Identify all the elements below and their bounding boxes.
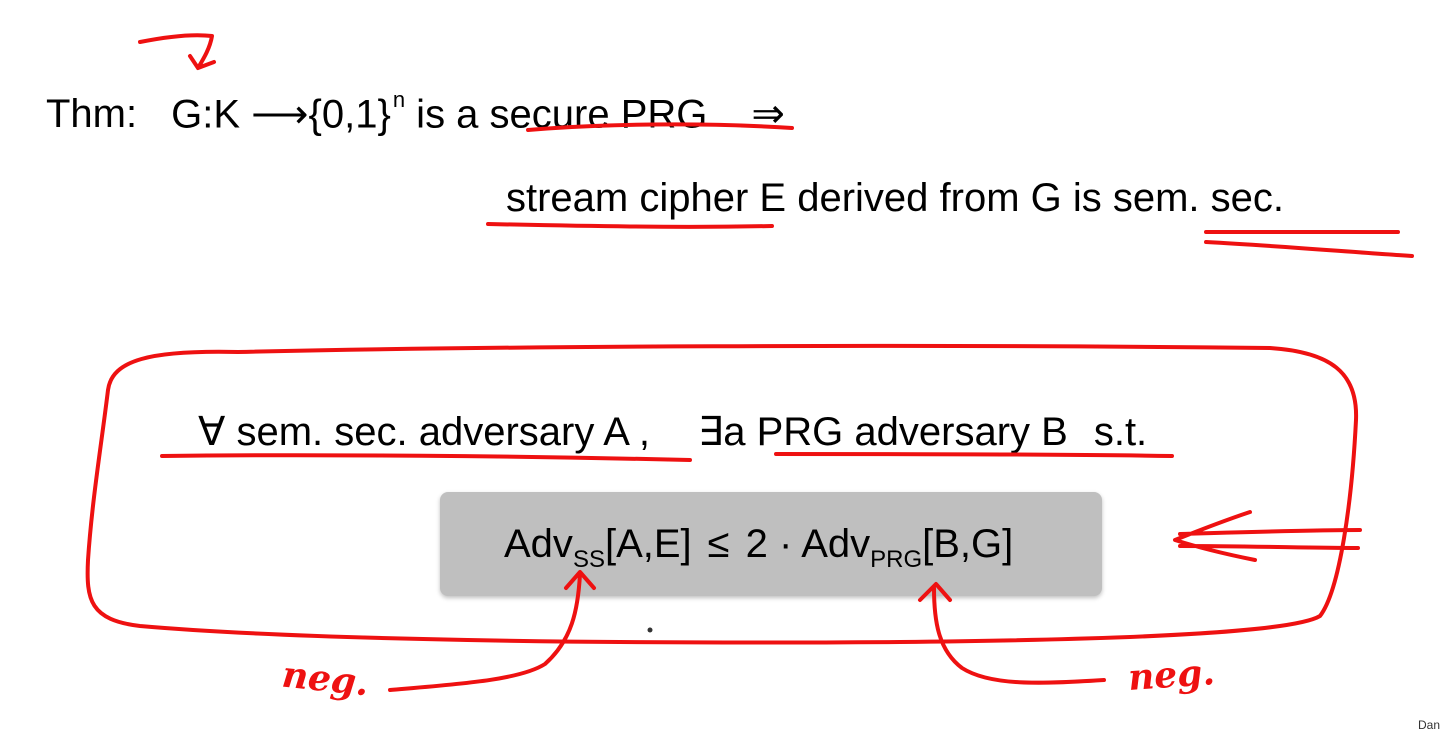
- arrow-to-formula: [1173, 510, 1362, 562]
- formula-box: AdvSS[A,E] ≤2 · AdvPRG[B,G]: [440, 492, 1102, 596]
- implies-symbol: ⇒: [751, 92, 785, 137]
- presenter-name-fragment: Dan: [1418, 718, 1441, 732]
- prg-signature: G:K ⟶{0,1}: [171, 92, 391, 137]
- theorem-line: Thm: G:K ⟶{0,1}n is a secure PRG ⇒: [46, 82, 785, 138]
- advantage-inequality: AdvSS[A,E] ≤2 · AdvPRG[B,G]: [504, 520, 1013, 574]
- underline-stream-cipher: [486, 222, 774, 229]
- neg-note-left: neg.: [280, 653, 371, 705]
- adv-ss-subscript: SS: [572, 546, 605, 573]
- neg-note-right: neg.: [1126, 651, 1217, 699]
- such-that: s.t.: [1093, 410, 1148, 454]
- quantifier-line: ∀ sem. sec. adversary A , ∃a PRG adversar…: [198, 408, 1147, 456]
- adv-prg: 2 · Adv: [745, 522, 871, 566]
- theorem-label: Thm:: [46, 92, 138, 137]
- underline-sem-sec-2: [1204, 240, 1414, 258]
- adv-prg-subscript: PRG: [870, 546, 923, 573]
- forall-clause: ∀ sem. sec. adversary A ,: [198, 410, 650, 454]
- conclusion-line: stream cipher E derived from G is sem. s…: [506, 176, 1285, 220]
- arrow-neg-right: [918, 582, 1106, 685]
- leq-symbol: ≤: [707, 522, 730, 566]
- adv-ss: Adv: [504, 522, 573, 566]
- exponent-n: n: [392, 87, 406, 112]
- secure-prg-text: is a secure PRG: [405, 92, 708, 137]
- adv-ss-args: [A,E]: [604, 522, 692, 566]
- adv-prg-args: [B,G]: [922, 522, 1014, 566]
- ink-dot: [647, 627, 653, 633]
- exists-clause: ∃a PRG adversary B: [697, 410, 1068, 454]
- hook-arrow-mark: [138, 33, 216, 70]
